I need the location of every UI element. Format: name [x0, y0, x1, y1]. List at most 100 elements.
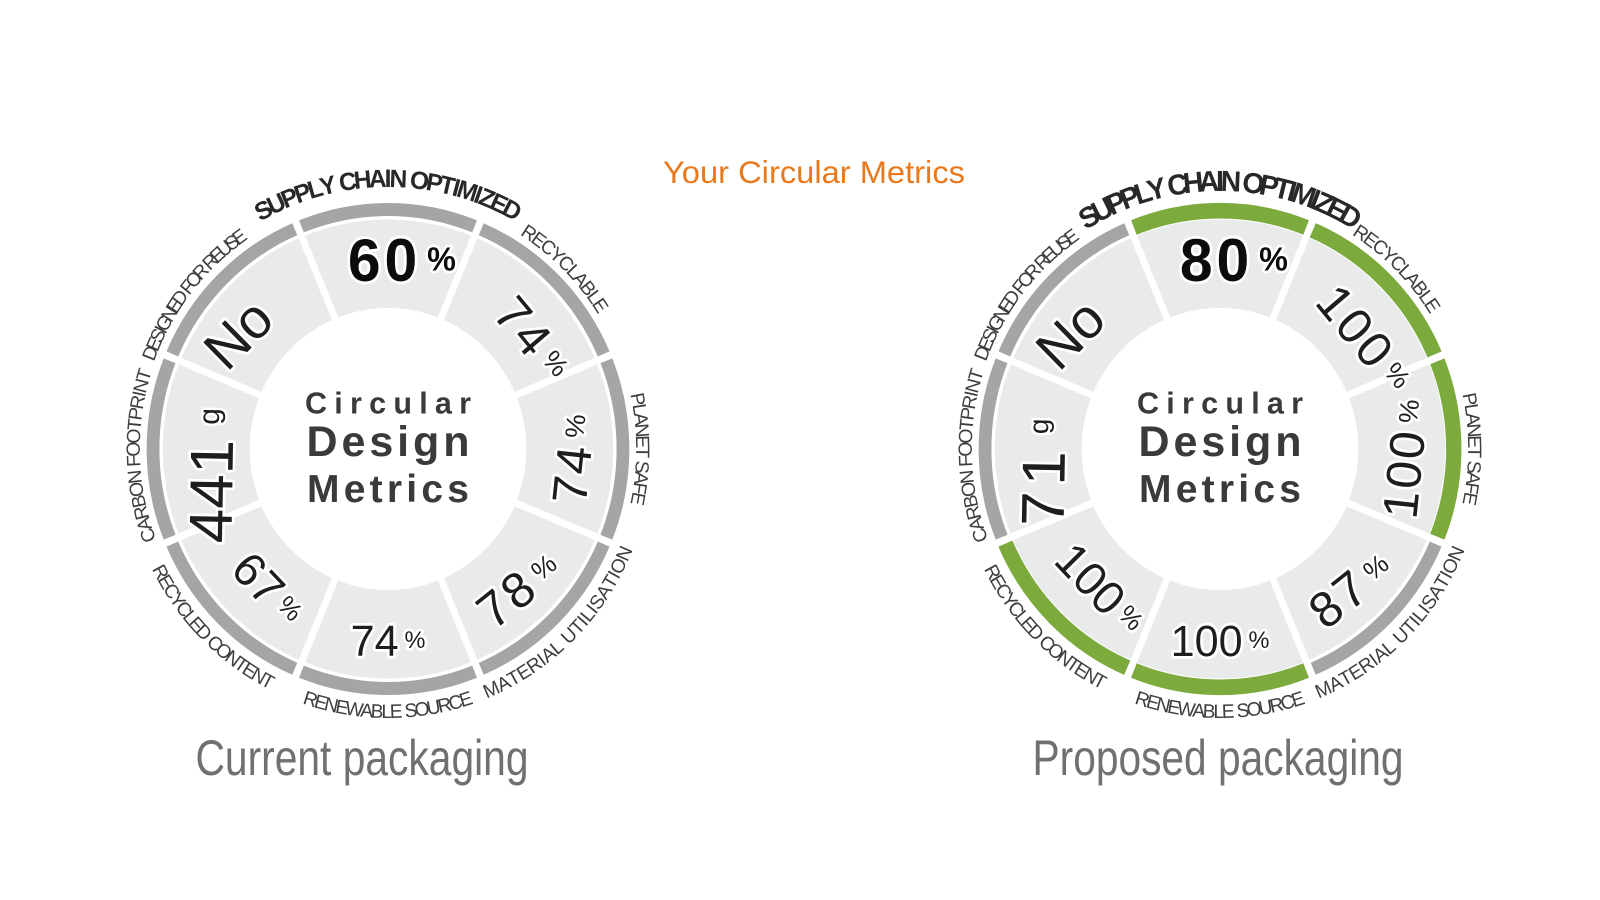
svg-text:R: R — [1268, 694, 1286, 718]
svg-text:N: N — [1462, 423, 1484, 439]
svg-text:I: I — [961, 389, 982, 399]
svg-text:Design: Design — [1139, 418, 1302, 466]
svg-text:O: O — [956, 442, 977, 457]
svg-text:L: L — [628, 402, 650, 416]
svg-text:441: 441 — [177, 439, 247, 544]
svg-text:A: A — [1192, 700, 1207, 722]
svg-text:O: O — [126, 480, 149, 498]
svg-text:N: N — [322, 694, 340, 718]
svg-text:B: B — [370, 701, 384, 723]
svg-text:O: O — [124, 442, 145, 457]
svg-text:P: P — [424, 169, 445, 199]
svg-text:R: R — [959, 393, 982, 411]
svg-text:N: N — [1154, 694, 1172, 718]
svg-text:H: H — [353, 166, 373, 195]
svg-text:E: E — [390, 702, 404, 724]
svg-text:A: A — [133, 514, 157, 533]
svg-text:O: O — [1245, 699, 1262, 722]
svg-text:N: N — [1220, 166, 1242, 199]
svg-text:P: P — [626, 391, 649, 408]
svg-text:L: L — [1213, 702, 1224, 723]
svg-text:O: O — [958, 480, 981, 498]
svg-text:C: C — [337, 168, 359, 198]
svg-text:Design: Design — [307, 418, 470, 466]
svg-text:E: E — [1166, 697, 1182, 720]
svg-text:C: C — [446, 691, 465, 715]
svg-text:A: A — [965, 514, 989, 533]
svg-text:100%: 100% — [1171, 618, 1270, 666]
svg-text:R: R — [301, 688, 320, 712]
svg-text:T: T — [437, 171, 458, 201]
svg-text:Current packaging: Current packaging — [196, 730, 529, 786]
svg-text:C: C — [1278, 691, 1297, 715]
svg-text:E: E — [457, 688, 476, 712]
svg-text:O: O — [1240, 167, 1266, 202]
svg-text:F: F — [956, 454, 977, 467]
svg-text:E: E — [1144, 691, 1162, 715]
svg-text:R: R — [130, 503, 154, 522]
svg-text:O: O — [408, 167, 430, 196]
svg-text:Metrics: Metrics — [307, 468, 469, 511]
svg-text:P: P — [126, 406, 148, 422]
svg-text:M: M — [480, 677, 503, 703]
svg-text:C: C — [1165, 168, 1190, 203]
svg-text:g: g — [193, 408, 226, 425]
svg-text:S: S — [630, 460, 652, 474]
svg-text:T: T — [631, 446, 652, 458]
svg-text:B: B — [1202, 701, 1216, 723]
svg-text:E: E — [334, 697, 350, 720]
svg-text:W: W — [1176, 698, 1197, 722]
svg-text:A: A — [1461, 411, 1483, 426]
svg-text:N: N — [630, 423, 652, 439]
svg-text:R: R — [127, 393, 150, 411]
svg-text:U: U — [1257, 697, 1274, 720]
svg-text:A: A — [629, 411, 651, 426]
svg-text:P: P — [958, 406, 980, 422]
svg-text:N: N — [130, 376, 154, 395]
svg-text:A: A — [629, 470, 651, 485]
svg-text:S: S — [1462, 460, 1484, 474]
svg-text:S: S — [404, 700, 419, 722]
svg-text:F: F — [627, 481, 649, 496]
svg-text:g: g — [1023, 418, 1054, 434]
svg-text:O: O — [956, 428, 978, 444]
svg-text:Proposed packaging: Proposed packaging — [1033, 730, 1404, 786]
svg-text:C: C — [969, 525, 993, 545]
svg-text:R: R — [1133, 688, 1152, 712]
svg-text:E: E — [1289, 688, 1308, 712]
svg-text:E: E — [1463, 435, 1484, 449]
svg-text:B: B — [128, 493, 151, 510]
svg-text:N: N — [957, 469, 979, 485]
svg-text:N: N — [962, 376, 986, 395]
svg-text:R: R — [962, 503, 986, 522]
svg-text:R: R — [436, 694, 454, 718]
svg-text:E: E — [631, 435, 652, 449]
svg-text:O: O — [413, 699, 430, 722]
svg-text:L: L — [305, 175, 327, 205]
svg-text:U: U — [425, 697, 442, 720]
svg-text:L: L — [1460, 402, 1482, 416]
svg-text:I: I — [1216, 166, 1224, 198]
svg-text:P: P — [1458, 391, 1481, 408]
svg-text:T: T — [957, 417, 979, 431]
svg-text:H: H — [1181, 166, 1205, 200]
svg-text:I: I — [129, 389, 150, 399]
svg-text:F: F — [124, 454, 145, 467]
svg-text:Y: Y — [317, 171, 339, 201]
svg-text:E: E — [625, 490, 648, 507]
svg-text:N: N — [389, 166, 408, 194]
svg-text:A: A — [1198, 166, 1220, 199]
svg-text:E: E — [312, 691, 330, 715]
svg-text:A: A — [368, 166, 387, 194]
svg-text:W: W — [344, 698, 365, 722]
svg-text:I: I — [385, 166, 392, 193]
svg-text:71: 71 — [1009, 444, 1079, 526]
svg-text:L: L — [381, 702, 392, 723]
svg-text:F: F — [1459, 481, 1481, 496]
svg-text:Metrics: Metrics — [1139, 468, 1301, 511]
svg-text:S: S — [1236, 700, 1251, 722]
svg-text:Your Circular Metrics: Your Circular Metrics — [663, 154, 965, 190]
svg-text:E: E — [1457, 490, 1480, 507]
svg-text:T: T — [125, 417, 147, 431]
svg-text:C: C — [137, 525, 161, 545]
